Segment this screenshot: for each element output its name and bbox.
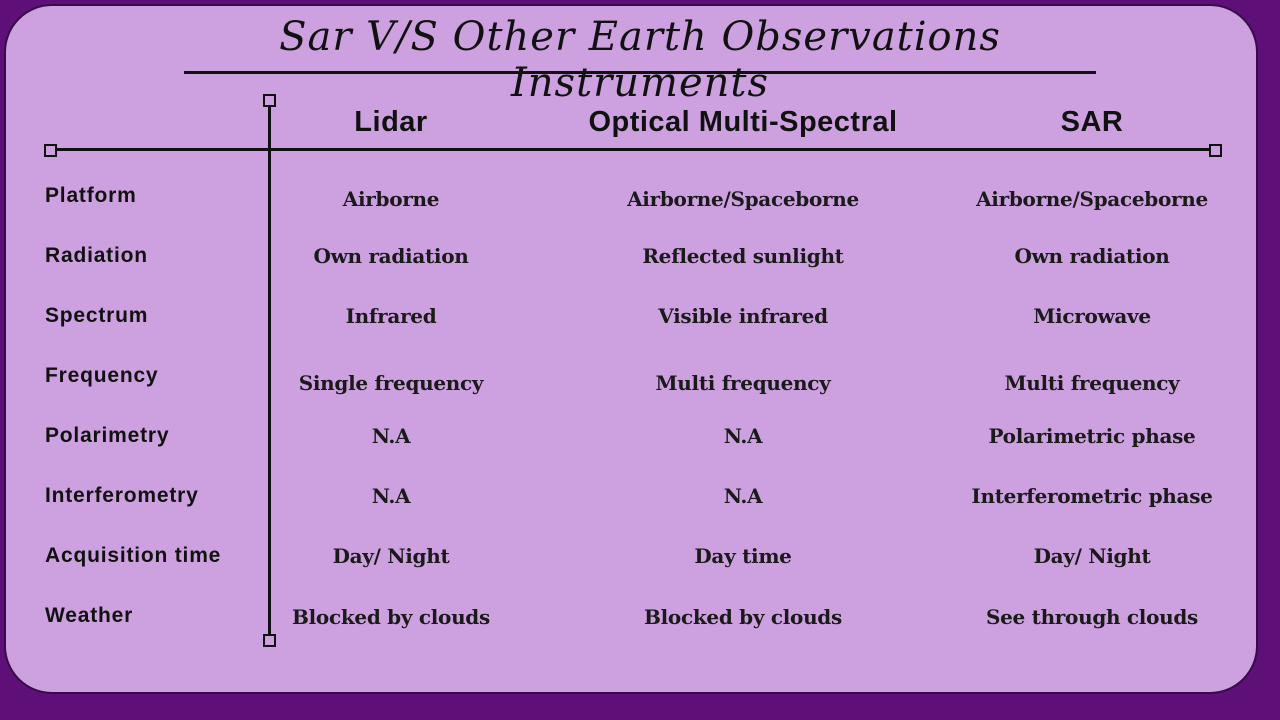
table-cell: Reflected sunlight <box>642 244 844 268</box>
column-header-sar: SAR <box>1060 106 1124 138</box>
row-label: Radiation <box>45 244 148 267</box>
table-cell: Day/ Night <box>1033 544 1151 568</box>
table-cell: Single frequency <box>298 371 484 395</box>
header-divider <box>50 148 1215 151</box>
row-label: Interferometry <box>45 484 199 507</box>
table-cell: Multi frequency <box>1004 371 1180 395</box>
table-cell: Own radiation <box>313 244 469 268</box>
page-title: Sar V/S Other Earth Observations Instrum… <box>279 14 1001 106</box>
divider-node-left <box>44 144 57 157</box>
divider-node-right <box>1209 144 1222 157</box>
table-cell: See through clouds <box>985 605 1199 629</box>
table-cell: Polarimetric phase <box>988 424 1196 448</box>
divider-node-top <box>263 94 276 107</box>
table-cell: Multi frequency <box>655 371 831 395</box>
table-cell: N.A <box>371 484 411 508</box>
table-cell: Blocked by clouds <box>644 605 842 629</box>
column-header-optical: Optical Multi-Spectral <box>588 106 898 138</box>
divider-node-bottom <box>263 634 276 647</box>
table-cell: N.A <box>371 424 411 448</box>
table-cell: Airborne/Spaceborne <box>627 187 859 211</box>
table-cell: Blocked by clouds <box>292 605 490 629</box>
table-cell: Own radiation <box>1014 244 1170 268</box>
column-header-lidar: Lidar <box>354 106 428 138</box>
table-cell: Day/ Night <box>332 544 450 568</box>
table-cell: Interferometric phase <box>971 484 1213 508</box>
row-label: Polarimetry <box>45 424 170 447</box>
table-cell: N.A <box>723 424 763 448</box>
table-cell: Day time <box>694 544 792 568</box>
comparison-card <box>4 4 1258 694</box>
row-label: Spectrum <box>45 304 149 327</box>
label-column-divider <box>268 100 271 641</box>
table-cell: N.A <box>723 484 763 508</box>
row-label: Weather <box>45 604 134 627</box>
table-cell: Airborne/Spaceborne <box>976 187 1208 211</box>
table-cell: Microwave <box>1033 304 1151 328</box>
table-cell: Visible infrared <box>658 304 828 328</box>
row-label: Platform <box>45 184 137 207</box>
title-underline <box>184 71 1096 74</box>
row-label: Frequency <box>45 364 159 387</box>
table-cell: Airborne <box>342 187 440 211</box>
table-cell: Infrared <box>345 304 437 328</box>
row-label: Acquisition time <box>45 544 222 567</box>
